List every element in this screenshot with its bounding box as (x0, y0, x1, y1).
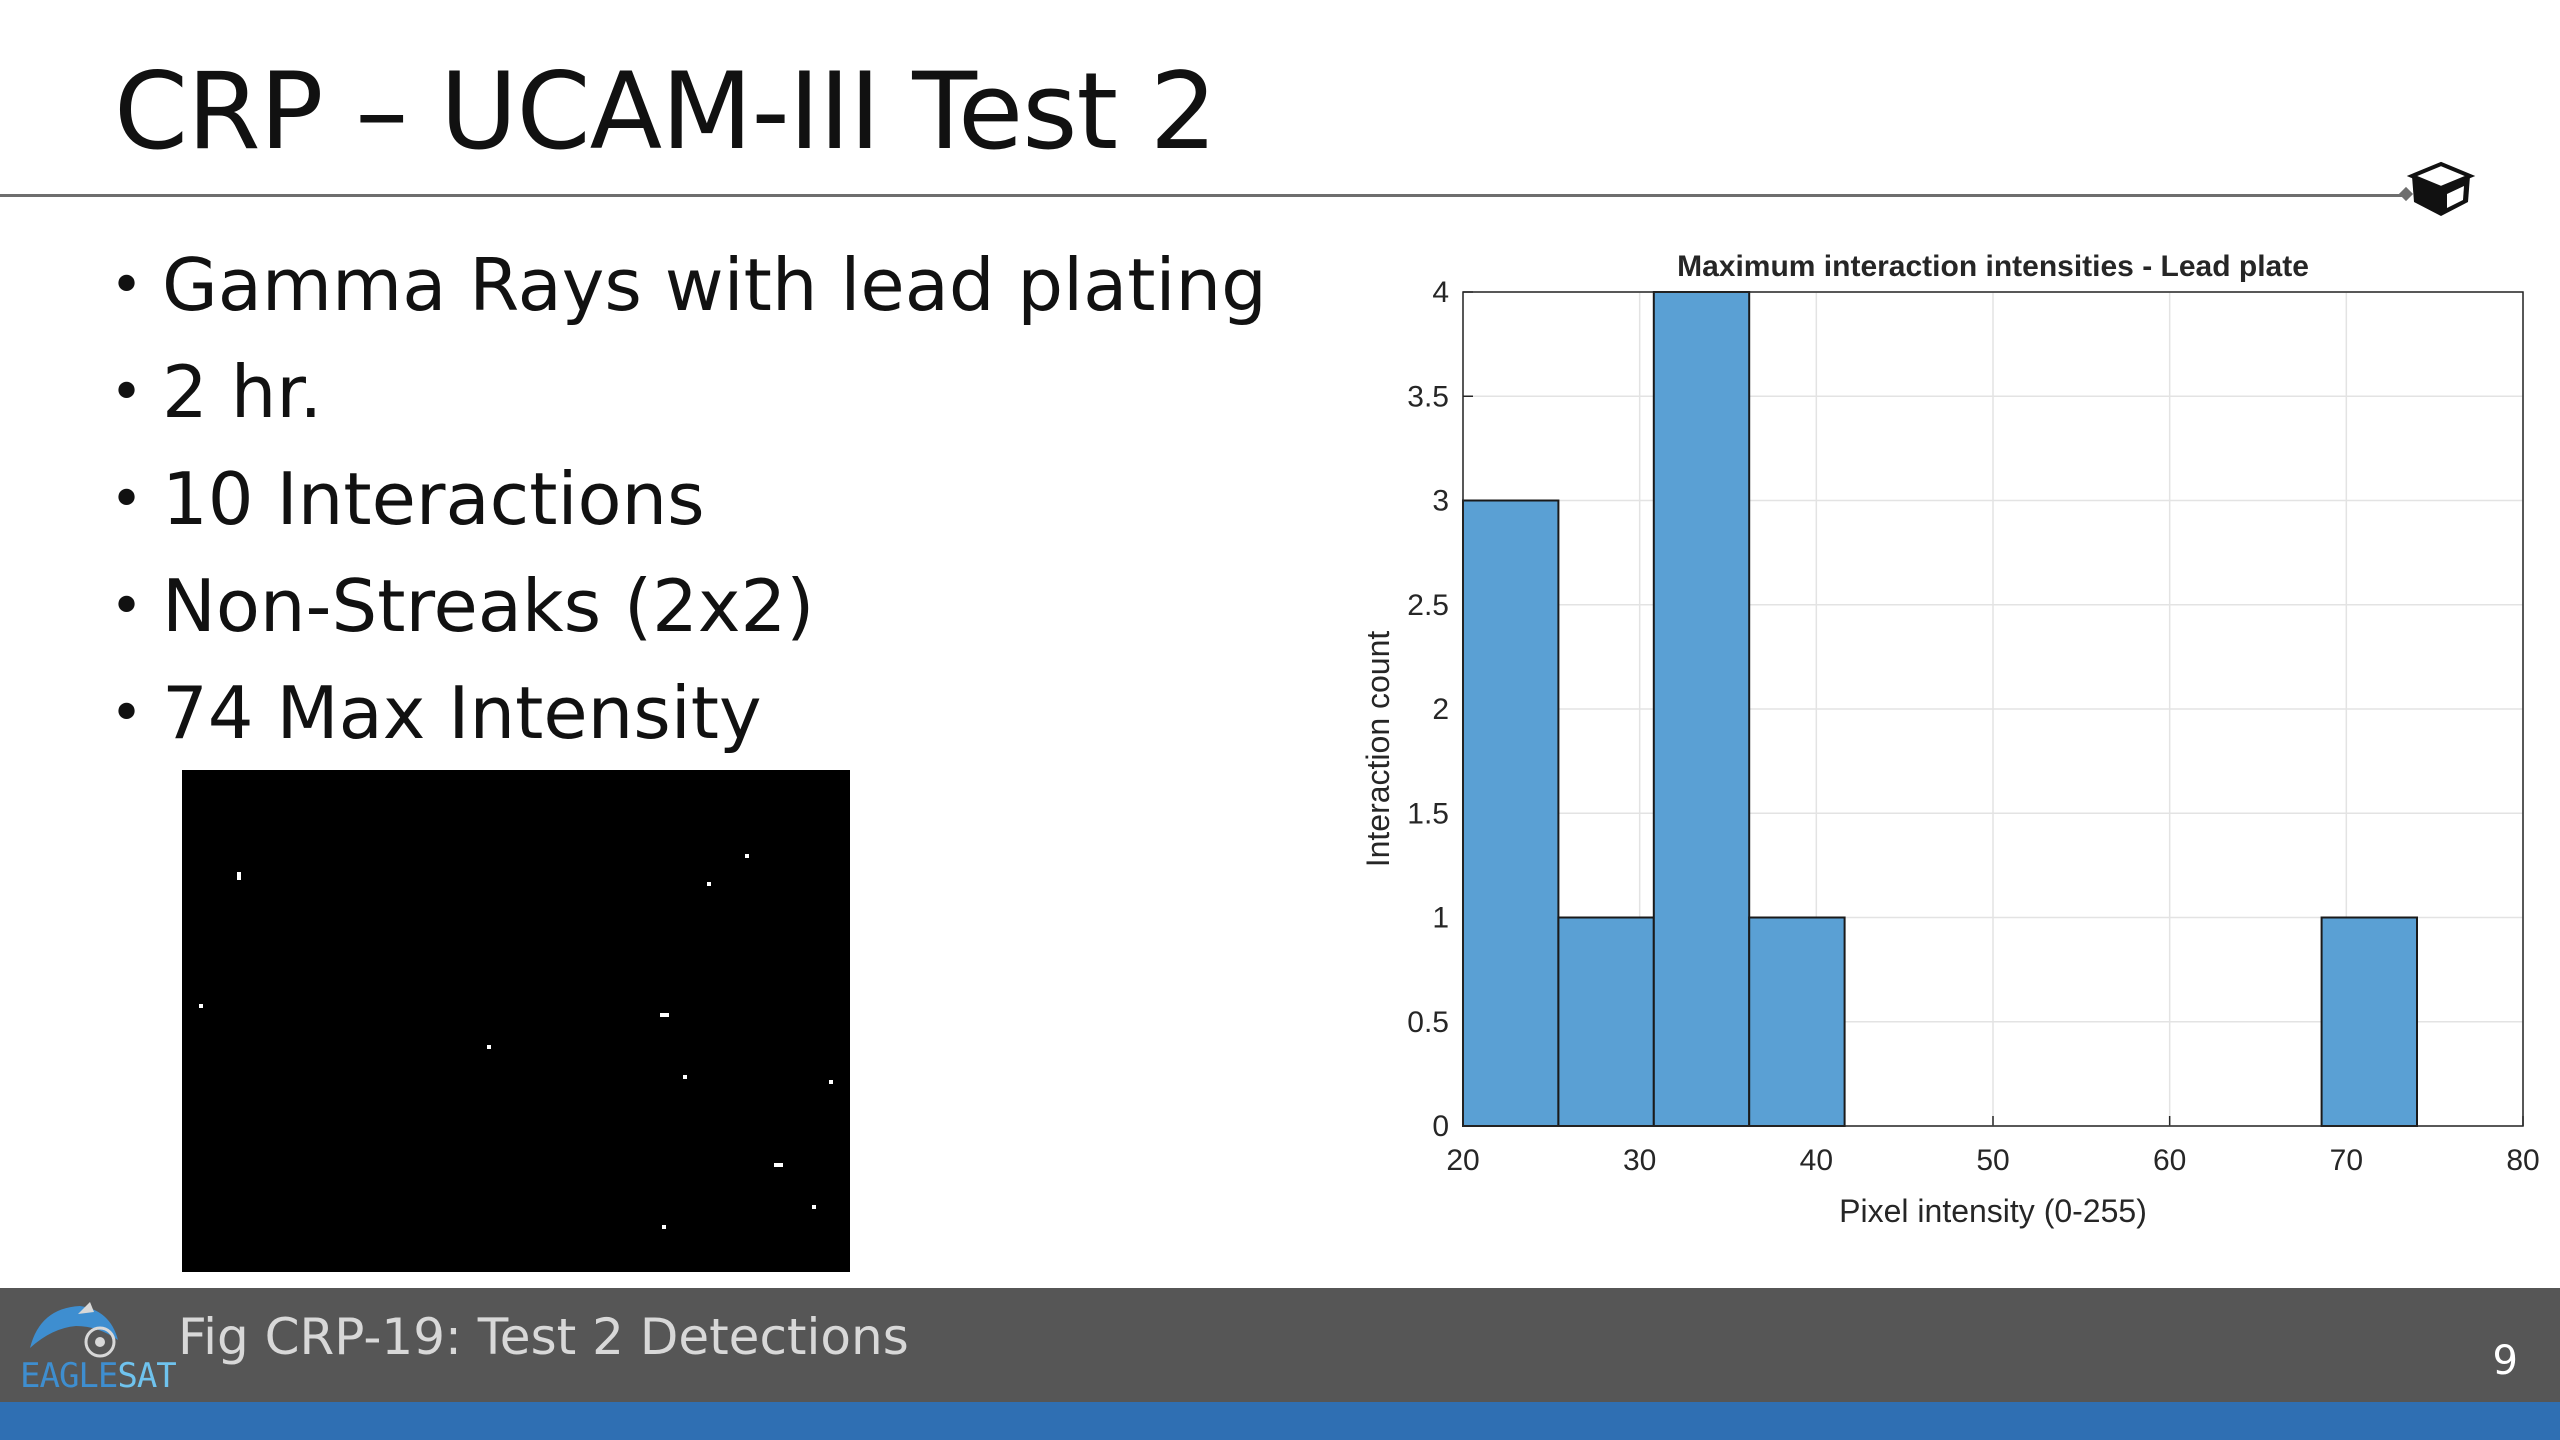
bullet-text: 74 Max Intensity (162, 671, 762, 755)
histogram-bar (1748, 916, 1846, 1127)
eaglesat-wordmark: EAGLESAT (20, 1356, 177, 1396)
y-tick-label: 4 (1432, 276, 1449, 309)
eaglesat-logo-icon (30, 1302, 118, 1358)
histogram-bar (2320, 916, 2418, 1127)
bars (1462, 291, 2418, 1127)
bullet-item: • 10 Interactions (110, 446, 1267, 553)
bullet-text: Gamma Rays with lead plating (162, 243, 1267, 327)
bullet-symbol: • (110, 253, 144, 318)
footer-accent-strip (0, 1402, 2560, 1440)
chart-title: Maximum interaction intensities - Lead p… (1677, 250, 2309, 283)
bullet-symbol: • (110, 574, 144, 639)
bullet-item: • 74 Max Intensity (110, 660, 1267, 767)
detection-image (182, 770, 850, 1272)
bullet-text: Non-Streaks (2x2) (162, 564, 815, 648)
x-axis-label: Pixel intensity (0-255) (1839, 1193, 2147, 1229)
detection-pixel (662, 1225, 666, 1229)
slide-title: CRP – UCAM-III Test 2 (114, 50, 1217, 173)
x-tick-label: 80 (2506, 1144, 2539, 1177)
figure-caption: Fig CRP-19: Test 2 Detections (178, 1308, 909, 1366)
histogram-bar (1652, 291, 1751, 1127)
bullet-list: • Gamma Rays with lead plating • 2 hr. • 10… (110, 232, 1267, 767)
wordmark-part-1: EAGLE (20, 1356, 118, 1396)
detection-pixel (660, 1013, 669, 1017)
tick-labels: 20 30 40 50 60 70 80 0 0.5 1 1.5 2 2.5 3 3.5 4 (1407, 276, 2539, 1177)
histogram-bar (1462, 499, 1560, 1127)
bullet-symbol: • (110, 681, 144, 746)
x-tick-label: 70 (2330, 1144, 2363, 1177)
x-tick-label: 60 (2153, 1144, 2186, 1177)
y-tick-label: 3.5 (1407, 380, 1449, 413)
bullet-text: 10 Interactions (162, 457, 705, 541)
bullet-item: • 2 hr. (110, 339, 1267, 446)
detection-pixel (774, 1163, 783, 1167)
y-tick-label: 0.5 (1407, 1006, 1449, 1039)
y-tick-label: 0 (1432, 1110, 1449, 1143)
histogram-chart: 20 30 40 50 60 70 80 0 0.5 1 1.5 2 2.5 3 3.5 4 Maximum … (1360, 250, 2540, 1229)
cube-logo-icon (2406, 161, 2476, 216)
y-tick-label: 2.5 (1407, 589, 1449, 622)
x-tick-label: 20 (1446, 1144, 1479, 1177)
bullet-symbol: • (110, 360, 144, 425)
x-tick-label: 50 (1976, 1144, 2009, 1177)
detection-pixel (683, 1075, 687, 1079)
bullet-symbol: • (110, 467, 144, 532)
x-tick-label: 40 (1800, 1144, 1833, 1177)
detection-pixel (707, 882, 711, 886)
bullet-text: 2 hr. (162, 350, 323, 434)
detection-pixel (829, 1080, 833, 1084)
footer-bar (0, 1288, 2560, 1402)
x-tick-label: 30 (1623, 1144, 1656, 1177)
detection-pixel (237, 872, 241, 880)
detection-pixel (812, 1205, 816, 1209)
y-tick-label: 3 (1432, 485, 1449, 518)
y-tick-label: 1.5 (1407, 797, 1449, 830)
wordmark-part-2: SAT (117, 1356, 176, 1396)
page-number: 9 (2492, 1338, 2518, 1384)
y-axis-label: Interaction count (1360, 631, 1396, 868)
plot-frame (1462, 291, 2524, 1127)
bullet-item: • Gamma Rays with lead plating (110, 232, 1267, 339)
title-divider (0, 194, 2410, 197)
y-tick-label: 2 (1432, 693, 1449, 726)
y-tick-label: 1 (1432, 902, 1449, 935)
detection-pixel (487, 1045, 491, 1049)
detection-pixel (199, 1004, 203, 1008)
histogram-bar (1557, 916, 1655, 1127)
bullet-item: • Non-Streaks (2x2) (110, 553, 1267, 660)
detection-pixel (745, 854, 749, 858)
